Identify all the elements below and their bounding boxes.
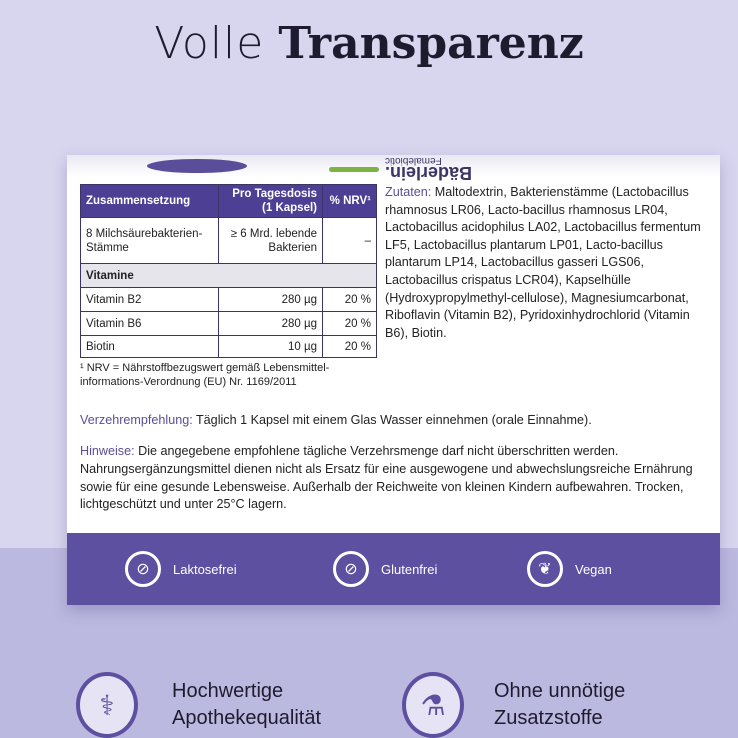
cell: Biotin bbox=[80, 335, 219, 358]
feature-line: Ohne unnötige bbox=[494, 680, 626, 702]
col-header: % NRV¹ bbox=[322, 184, 377, 218]
no-wheat-icon: ⊘ bbox=[333, 551, 369, 587]
logo-emblem-icon bbox=[147, 159, 247, 173]
no-milk-icon: ⊘ bbox=[125, 551, 161, 587]
badge-gluten-free: ⊘ Glutenfrei bbox=[333, 551, 437, 587]
cell: Vitamine bbox=[80, 263, 377, 288]
caduceus-icon: ⚕ bbox=[76, 672, 138, 738]
table-header: Zusammensetzung Pro Tagesdosis (1 Kapsel… bbox=[80, 184, 377, 218]
page-title: Volle Transparenz bbox=[154, 18, 584, 69]
feature-line: Apothekequalität bbox=[172, 707, 322, 729]
col-header: Pro Tagesdosis (1 Kapsel) bbox=[218, 184, 323, 218]
feature-line: Zusatzstoffe bbox=[494, 707, 603, 729]
table-footnote: ¹ NRV = Nährstoffbezugswert gemäß Lebens… bbox=[80, 362, 330, 388]
cell: 20 % bbox=[322, 311, 377, 336]
brand-upside-down: Bäderlein. Femalebiotic bbox=[385, 155, 473, 183]
green-stripe bbox=[329, 167, 379, 172]
cell: 280 µg bbox=[218, 287, 323, 312]
badge-band: ⊘ Laktosefrei ⊘ Glutenfrei ❦ Vegan bbox=[67, 533, 720, 605]
ingredients-text: Zutaten: Maltodextrin, Bakterienstämme (… bbox=[385, 185, 701, 340]
cell: – bbox=[322, 217, 377, 264]
leaf-icon: ❦ bbox=[527, 551, 563, 587]
table-row: Biotin 10 µg 20 % bbox=[80, 335, 377, 358]
cell: 20 % bbox=[322, 335, 377, 358]
cell: 8 Milchsäurebakterien-Stämme bbox=[80, 217, 219, 264]
feature-line: Hochwertige bbox=[172, 680, 284, 702]
col-header: Zusammensetzung bbox=[80, 184, 219, 218]
cell: 20 % bbox=[322, 287, 377, 312]
table-section-row: Vitamine bbox=[80, 263, 377, 288]
notes-text: Hinweise: Die angegebene empfohlene tägl… bbox=[80, 444, 693, 512]
table-row: Vitamin B6 280 µg 20 % bbox=[80, 311, 377, 336]
feature-no-additives: ⚗ Ohne unnötige Zusatzstoffe bbox=[402, 672, 625, 738]
nutrition-table: Zusammensetzung Pro Tagesdosis (1 Kapsel… bbox=[80, 184, 377, 358]
cell: 280 µg bbox=[218, 311, 323, 336]
cell: ≥ 6 Mrd. lebende Bakterien bbox=[218, 217, 323, 264]
badge-lactose-free: ⊘ Laktosefrei bbox=[125, 551, 237, 587]
badge-vegan: ❦ Vegan bbox=[527, 551, 612, 587]
no-flask-icon: ⚗ bbox=[402, 672, 464, 738]
product-box: Bäderlein. Femalebiotic Zusammensetzung P… bbox=[67, 155, 720, 605]
table-row: 8 Milchsäurebakterien-Stämme ≥ 6 Mrd. le… bbox=[80, 217, 377, 264]
feature-pharmacy-quality: ⚕ Hochwertige Apothekequalität bbox=[76, 672, 321, 738]
cell: Vitamin B6 bbox=[80, 311, 219, 336]
dosage-recommendation: Verzehrempfehlung: Täglich 1 Kapsel mit … bbox=[80, 413, 592, 427]
cell: 10 µg bbox=[218, 335, 323, 358]
table-row: Vitamin B2 280 µg 20 % bbox=[80, 287, 377, 312]
cell: Vitamin B2 bbox=[80, 287, 219, 312]
